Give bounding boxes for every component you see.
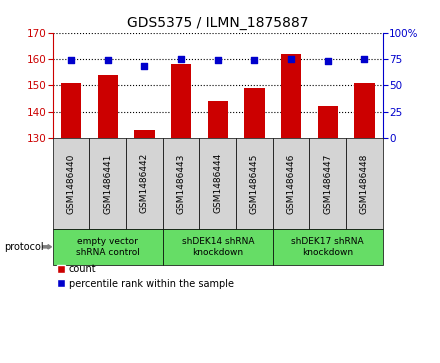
Point <box>214 57 221 63</box>
Bar <box>98 75 118 138</box>
Text: GSM1486442: GSM1486442 <box>140 153 149 213</box>
Text: empty vector
shRNA control: empty vector shRNA control <box>76 237 140 257</box>
Text: GSM1486446: GSM1486446 <box>286 153 296 213</box>
Bar <box>61 83 81 138</box>
Bar <box>208 101 228 138</box>
Bar <box>171 64 191 138</box>
Bar <box>134 130 154 138</box>
Bar <box>318 106 338 138</box>
Text: shDEK14 shRNA
knockdown: shDEK14 shRNA knockdown <box>182 237 254 257</box>
Bar <box>281 54 301 138</box>
Point <box>178 56 185 62</box>
Text: GSM1486444: GSM1486444 <box>213 153 222 213</box>
Point <box>324 58 331 64</box>
Point <box>251 57 258 63</box>
Text: GSM1486440: GSM1486440 <box>66 153 76 213</box>
Title: GDS5375 / ILMN_1875887: GDS5375 / ILMN_1875887 <box>127 16 308 30</box>
Text: GSM1486441: GSM1486441 <box>103 153 112 213</box>
Text: GSM1486443: GSM1486443 <box>176 153 186 213</box>
Point <box>288 56 295 62</box>
Point <box>68 57 75 63</box>
Point <box>361 56 368 62</box>
Point <box>104 57 111 63</box>
Bar <box>354 83 374 138</box>
Text: GSM1486448: GSM1486448 <box>360 153 369 213</box>
Bar <box>244 88 264 138</box>
Text: protocol: protocol <box>4 242 44 252</box>
Text: GSM1486445: GSM1486445 <box>250 153 259 213</box>
Text: GSM1486447: GSM1486447 <box>323 153 332 213</box>
Legend: count, percentile rank within the sample: count, percentile rank within the sample <box>53 260 238 293</box>
Text: shDEK17 shRNA
knockdown: shDEK17 shRNA knockdown <box>291 237 364 257</box>
Point <box>141 64 148 69</box>
